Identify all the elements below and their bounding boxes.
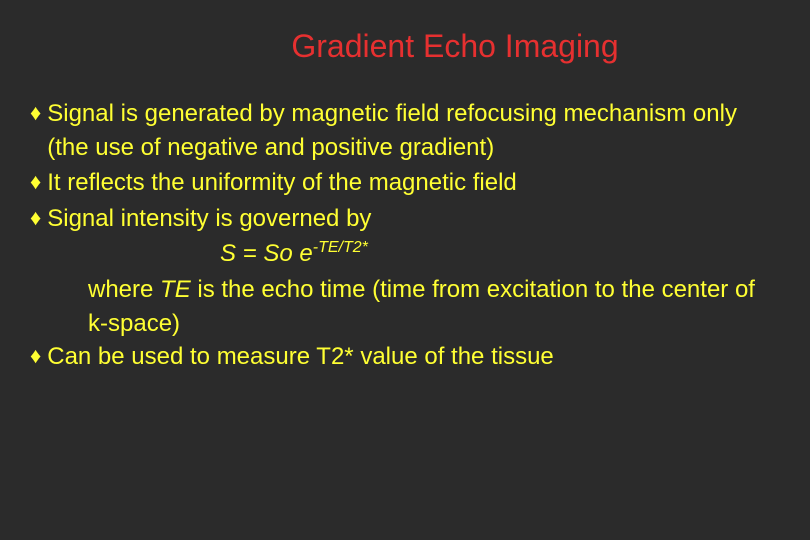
diamond-bullet-icon: ♦ [30, 97, 41, 129]
bullet-text: It reflects the uniformity of the magnet… [47, 166, 780, 200]
where-italic-term: TE [160, 276, 191, 303]
formula-base: S = So e [220, 240, 313, 267]
formula-line: S = So e-TE/T2* [220, 237, 780, 271]
bullet-text: Signal intensity is governed by [47, 202, 780, 236]
diamond-bullet-icon: ♦ [30, 340, 41, 372]
diamond-bullet-icon: ♦ [30, 202, 41, 234]
diamond-bullet-icon: ♦ [30, 166, 41, 198]
slide-container: Gradient Echo Imaging ♦ Signal is genera… [0, 0, 810, 540]
bullet-item: ♦ Can be used to measure T2* value of th… [30, 340, 780, 374]
where-prefix: where [88, 276, 160, 303]
bullet-item: ♦ Signal is generated by magnetic field … [30, 97, 780, 164]
slide-content: ♦ Signal is generated by magnetic field … [30, 97, 780, 374]
where-clause: where TE is the echo time (time from exc… [88, 273, 780, 340]
bullet-text: Signal is generated by magnetic field re… [47, 97, 780, 164]
formula-exponent: -TE/T2* [313, 239, 368, 256]
bullet-text: Can be used to measure T2* value of the … [47, 340, 780, 374]
bullet-item: ♦ Signal intensity is governed by [30, 202, 780, 236]
slide-title: Gradient Echo Imaging [130, 28, 780, 65]
bullet-item: ♦ It reflects the uniformity of the magn… [30, 166, 780, 200]
